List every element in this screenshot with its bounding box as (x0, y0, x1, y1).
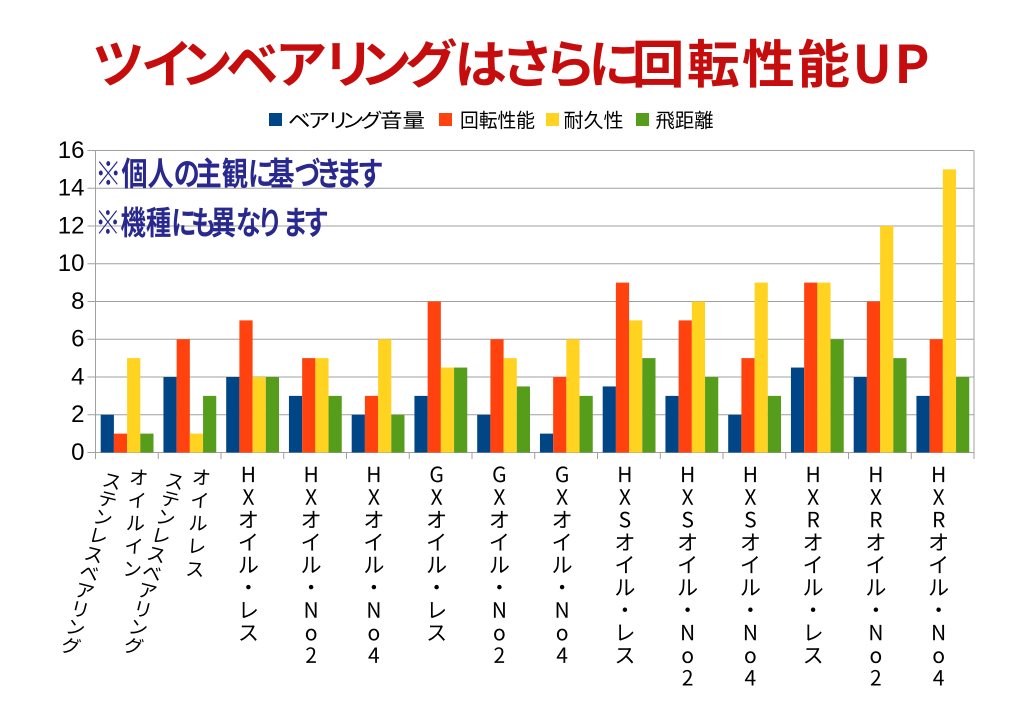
svg-text:12: 12 (58, 212, 85, 239)
svg-text:14: 14 (58, 175, 85, 202)
svg-text:8: 8 (71, 288, 84, 315)
svg-text:6: 6 (71, 326, 84, 353)
svg-text:0: 0 (71, 439, 84, 466)
svg-text:16: 16 (58, 137, 85, 164)
svg-text:2: 2 (71, 401, 84, 428)
svg-text:4: 4 (71, 363, 84, 390)
svg-text:10: 10 (58, 250, 85, 277)
